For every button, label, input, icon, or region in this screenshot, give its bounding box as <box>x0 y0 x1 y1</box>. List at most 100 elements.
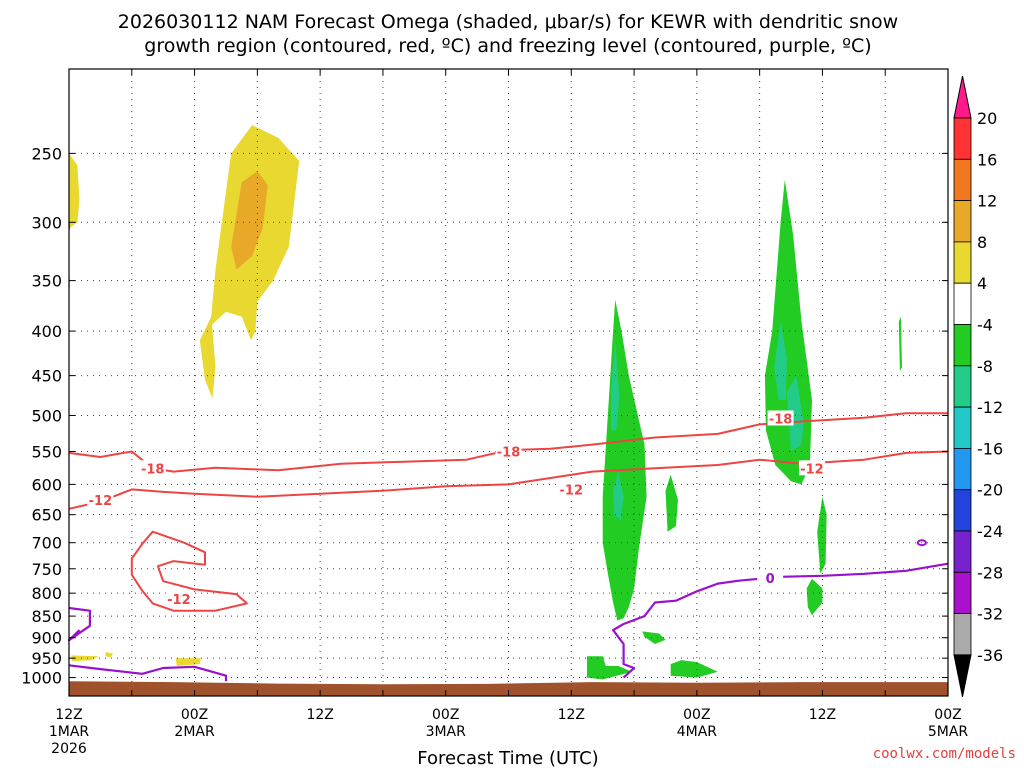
x-tick-date-36: 3MAR <box>426 724 467 740</box>
omega-region-neg-right-small <box>898 316 902 372</box>
colorbar-label-10: -24 <box>977 522 1003 541</box>
x-tick-date-12: 2MAR <box>174 724 215 740</box>
grid-lines <box>69 69 948 696</box>
colorbar-segment-5 <box>953 282 972 325</box>
omega-region-pos-low-left2 <box>105 652 113 658</box>
x-tick-date-60: 4MAR <box>677 724 718 740</box>
colorbar-label-1: 16 <box>977 150 997 169</box>
contour-label-4: -12 <box>560 483 584 498</box>
omega-region-neg-lower-5mar-a <box>817 496 827 574</box>
colorbar-segment-2 <box>953 158 972 202</box>
y-axis: 250 300 350 400 450 500 550 600 650 700 750 800 850 9… <box>21 144 948 688</box>
omega-shading <box>69 125 902 680</box>
y-tick-label-900: 900 <box>31 629 62 648</box>
colorbar-label-5: -4 <box>977 316 993 335</box>
y-tick-label-550: 550 <box>31 443 62 462</box>
colorbar-segment-12 <box>953 571 972 614</box>
colorbar: 20 16 12 8 4 -4 -8 -12 -16 -20 -24 -28 -32 -36 <box>953 75 1003 697</box>
freezing-contour-left <box>67 606 91 642</box>
x-tick-label-24: 12Z <box>306 707 333 723</box>
chart-title-line2: growth region (contoured, red, ºC) and f… <box>144 35 871 57</box>
colorbar-segment-7 <box>953 365 972 408</box>
freezing-contour-small <box>916 539 927 547</box>
y-tick-label-450: 450 <box>31 367 62 386</box>
colorbar-segment-11 <box>953 530 972 573</box>
plot-area: -18 -18 -18 -12 -12 -12 -12 0 <box>67 68 949 697</box>
omega-region-neg-low-4mar-a <box>587 656 632 680</box>
colorbar-label-7: -12 <box>977 398 1003 417</box>
y-tick-label-700: 700 <box>31 534 62 553</box>
omega-region-neg-lower-5mar-b <box>806 578 823 616</box>
contours: -18 -18 -18 -12 -12 -12 -12 0 <box>67 410 949 682</box>
ground-fill <box>69 681 948 696</box>
omega-region-pos-small-12z <box>199 316 216 399</box>
x-tick-label-0: 12Z <box>55 707 82 723</box>
colorbar-segment-3 <box>953 200 972 243</box>
colorbar-bottom-arrow <box>953 654 972 697</box>
y-tick-label-800: 800 <box>31 584 62 603</box>
omega-region-pos-low-left <box>71 655 99 662</box>
contour-label-bg-0 <box>139 460 166 476</box>
contour-label-bg-3 <box>87 491 114 507</box>
contour-label-bg-5 <box>798 460 825 476</box>
omega-region-neg-core-5mar <box>774 321 787 400</box>
colorbar-label-3: 8 <box>977 233 987 252</box>
colorbar-segment-4 <box>953 241 972 284</box>
y-tick-label-600: 600 <box>31 475 62 494</box>
contour-label-0: -18 <box>141 462 165 477</box>
colorbar-label-12: -32 <box>977 605 1003 624</box>
y-tick-label-350: 350 <box>31 272 62 291</box>
x-tick-date-0: 1MAR <box>49 724 90 740</box>
x-tick-date-84: 5MAR <box>928 724 969 740</box>
freezing-contour-main <box>612 562 949 679</box>
colorbar-segment-13 <box>953 613 972 656</box>
x-tick-label-60: 00Z <box>683 707 710 723</box>
omega-region-pos-low-mid <box>175 658 201 666</box>
omega-region-neg-small-4mar-b <box>642 631 666 644</box>
omega-region-pos-core-12z <box>231 171 268 270</box>
y-tick-label-650: 650 <box>31 506 62 525</box>
dgz-contour-loop <box>130 530 248 612</box>
x-tick-label-72: 12Z <box>809 707 836 723</box>
contour-label-3: -12 <box>89 494 113 509</box>
omega-region-neg-core-4mar <box>611 340 620 431</box>
colorbar-label-11: -28 <box>977 563 1003 582</box>
y-tick-label-250: 250 <box>31 144 62 163</box>
colorbar-label-4: 4 <box>977 274 987 293</box>
contour-label-bg-2 <box>767 410 794 426</box>
chart-title-line1: 2026030112 NAM Forecast Omega (shaded, μ… <box>118 11 898 33</box>
y-tick-label-300: 300 <box>31 213 62 232</box>
colorbar-segment-10 <box>953 489 972 532</box>
colorbar-label-13: -36 <box>977 646 1003 665</box>
colorbar-segment-8 <box>953 406 972 449</box>
x-tick-label-36: 00Z <box>432 707 459 723</box>
contour-label-7: 0 <box>766 572 775 587</box>
contour-label-6: -12 <box>167 593 191 608</box>
contour-label-bg-7 <box>757 570 784 586</box>
omega-region-neg-low-4mar-b <box>670 660 718 678</box>
x-tick-year-0: 2026 <box>51 741 87 757</box>
omega-region-neg-core-4mar-lower <box>613 471 624 521</box>
x-tick-label-84: 00Z <box>934 707 961 723</box>
colorbar-label-2: 12 <box>977 192 997 211</box>
colorbar-label-6: -8 <box>977 357 993 376</box>
colorbar-label-0: 20 <box>977 109 997 128</box>
colorbar-segment-6 <box>953 324 972 367</box>
ground-layer <box>69 681 948 696</box>
colorbar-label-8: -16 <box>977 439 1003 458</box>
contour-label-bg-1 <box>495 443 522 459</box>
colorbar-top-arrow <box>953 75 972 119</box>
omega-region-neg-small-4mar-a <box>665 474 678 532</box>
contour-label-bg-4 <box>558 481 585 497</box>
colorbar-segment-1 <box>953 117 972 160</box>
y-tick-label-850: 850 <box>31 607 62 626</box>
contour-label-2: -18 <box>769 412 793 427</box>
y-tick-label-950: 950 <box>31 649 62 668</box>
y-tick-label-750: 750 <box>31 560 62 579</box>
colorbar-segment-9 <box>953 447 972 491</box>
credit-text: coolwx.com/models <box>873 746 1016 762</box>
x-axis-label: Forecast Time (UTC) <box>417 748 598 768</box>
contour-label-5: -12 <box>800 462 824 477</box>
